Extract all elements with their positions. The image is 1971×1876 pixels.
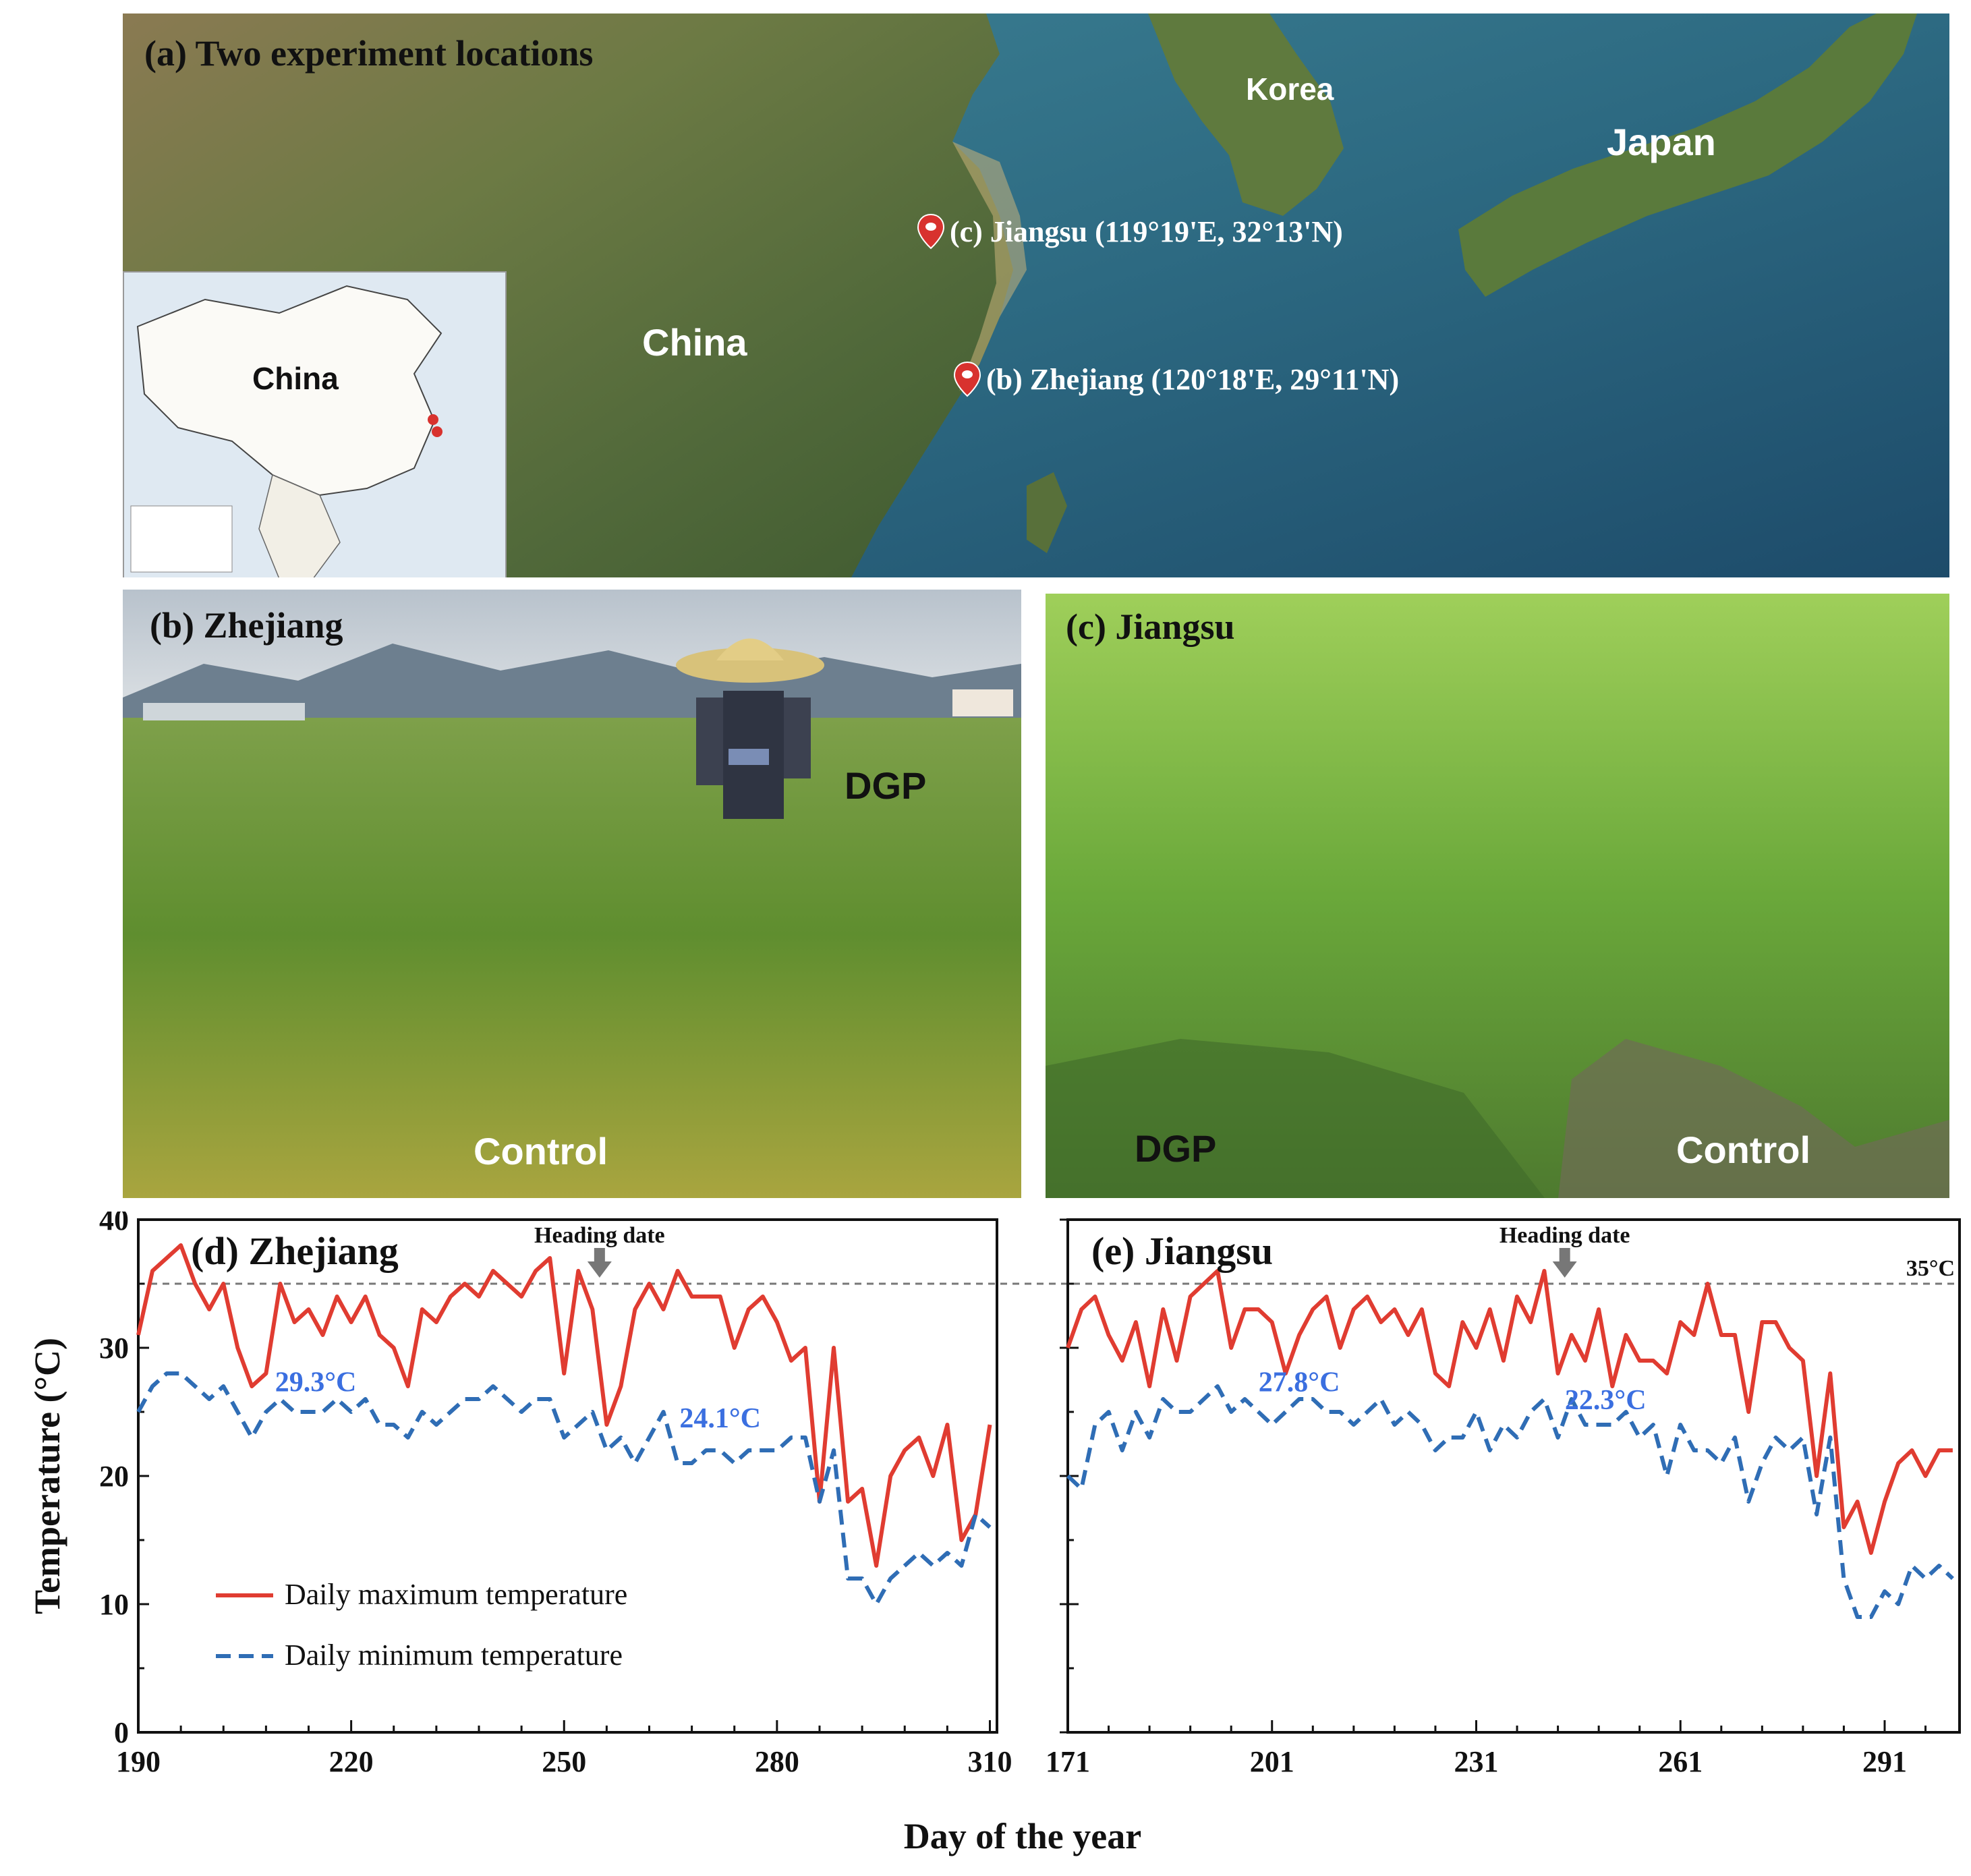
jiangsu-x-tick-label: 291 [1862, 1745, 1907, 1778]
y-tick-label: 40 [99, 1212, 129, 1237]
soil-patch [1558, 1039, 1949, 1198]
jiangsu-max-temperature-line [1066, 1269, 1953, 1555]
taiwan-landmass [1027, 472, 1067, 553]
japan-label: Japan [1607, 121, 1716, 163]
korea-label: Korea [1246, 72, 1334, 107]
zhejiang-x-tick-label: 250 [542, 1745, 586, 1778]
jiangsu-field-photo: (c) Jiangsu DGP Control [1046, 594, 1949, 1198]
zhejiang-map-marker[interactable]: (b) Zhejiang (120°18'E, 29°11'N) [952, 359, 1399, 399]
inset-china-shape [136, 285, 442, 496]
inset-marker-jiangsu [428, 414, 438, 425]
jiangsu-heading-date-label: Heading date [1499, 1223, 1630, 1248]
china-label: China [642, 321, 747, 364]
jiangsu-mean-temp-annotation: 27.8°C [1259, 1367, 1340, 1398]
legend-min-label: Daily minimum temperature [285, 1639, 623, 1672]
map-title: (a) Two experiment locations [144, 33, 594, 74]
chart-legend: Daily maximum temperature Daily minimum … [216, 1578, 627, 1672]
zhejiang-x-tick-label: 310 [967, 1745, 1012, 1778]
jiangsu-temperature-chart: 171 201 231 261 291 (e) Jiangsu Heading date 27… [1046, 1218, 1961, 1778]
jiangsu-photo-title: (c) Jiangsu [1066, 606, 1235, 647]
location-pin-icon [953, 361, 981, 397]
jiangsu-min-temperature-line [1066, 1384, 1954, 1619]
zhejiang-min-temperature-line [136, 1371, 992, 1606]
zhejiang-heading-date-label: Heading date [534, 1223, 665, 1248]
location-pin-icon [917, 213, 945, 250]
building [952, 689, 1013, 716]
jiangsu-x-tick-label: 201 [1250, 1745, 1294, 1778]
y-tick-label: 20 [99, 1460, 129, 1493]
temperature-charts: 35°C 190 220 250 280 310 0 10 20 30 40 (d) Zhejian… [27, 1212, 1961, 1856]
zhejiang-x-tick-label: 190 [116, 1745, 161, 1778]
inset-map: China [123, 271, 507, 577]
jiangsu-map-marker[interactable]: (c) Jiangsu (119°19'E, 32°13'N) [916, 211, 1343, 252]
zhejiang-x-tick-label: 220 [329, 1745, 374, 1778]
dark-foliage [1046, 1039, 1545, 1198]
threshold-label: 35°C [1906, 1256, 1955, 1281]
coastal-shelf [952, 142, 1027, 391]
jiangsu-dgp-label: DGP [1135, 1127, 1217, 1170]
farmer-figure [676, 638, 824, 819]
y-tick-label: 0 [114, 1716, 129, 1749]
jiangsu-chart-title: (e) Jiangsu [1091, 1229, 1273, 1273]
x-axis-label: Day of the year [904, 1816, 1141, 1856]
y-axis-label: Temperature (°C) [27, 1338, 67, 1614]
inset-china-label: China [252, 361, 339, 396]
zhejiang-chart-title: (d) Zhejiang [191, 1229, 399, 1273]
legend-max-label: Daily maximum temperature [285, 1578, 627, 1611]
map-panel: China (a) Two experiment locations Korea… [123, 13, 1949, 577]
japan-landmass [1458, 13, 1917, 297]
greenhouse [143, 703, 305, 720]
zhejiang-marker-label: (b) Zhejiang (120°18'E, 29°11'N) [986, 362, 1400, 396]
zhejiang-mean-temp-annotation: 29.3°C [275, 1367, 357, 1398]
korea-landmass [1148, 13, 1344, 216]
rice-field [123, 718, 1021, 1198]
zhejiang-temperature-chart: 190 220 250 280 310 0 10 20 30 40 (d) Zhejiang Head… [99, 1212, 1012, 1778]
jiangsu-control-label: Control [1676, 1129, 1811, 1171]
y-tick-label: 30 [99, 1332, 129, 1365]
zhejiang-mean-temp-annotation: 24.1°C [679, 1403, 761, 1434]
zhejiang-photo-title: (b) Zhejiang [150, 605, 343, 646]
zhejiang-x-tick-label: 280 [755, 1745, 799, 1778]
zhejiang-control-label: Control [474, 1130, 608, 1172]
jiangsu-mean-temp-annotation: 22.3°C [1565, 1385, 1647, 1416]
jiangsu-x-tick-label: 231 [1454, 1745, 1498, 1778]
jiangsu-plot-frame [1066, 1218, 1961, 1734]
inset-marker-zhejiang [432, 426, 442, 437]
zhejiang-max-temperature-line [136, 1243, 992, 1568]
jiangsu-x-tick-label: 171 [1046, 1745, 1090, 1778]
zhejiang-dgp-label: DGP [845, 764, 927, 807]
inset-legend-box [130, 505, 233, 573]
jiangsu-marker-label: (c) Jiangsu (119°19'E, 32°13'N) [950, 215, 1343, 248]
y-tick-label: 10 [99, 1588, 129, 1621]
heading-date-arrow-icon [587, 1248, 612, 1278]
zhejiang-field-photo: (b) Zhejiang DGP Control [123, 590, 1021, 1198]
jiangsu-x-tick-label: 261 [1658, 1745, 1703, 1778]
heading-date-arrow-icon [1552, 1248, 1577, 1278]
inset-southeast-asia [258, 474, 341, 577]
